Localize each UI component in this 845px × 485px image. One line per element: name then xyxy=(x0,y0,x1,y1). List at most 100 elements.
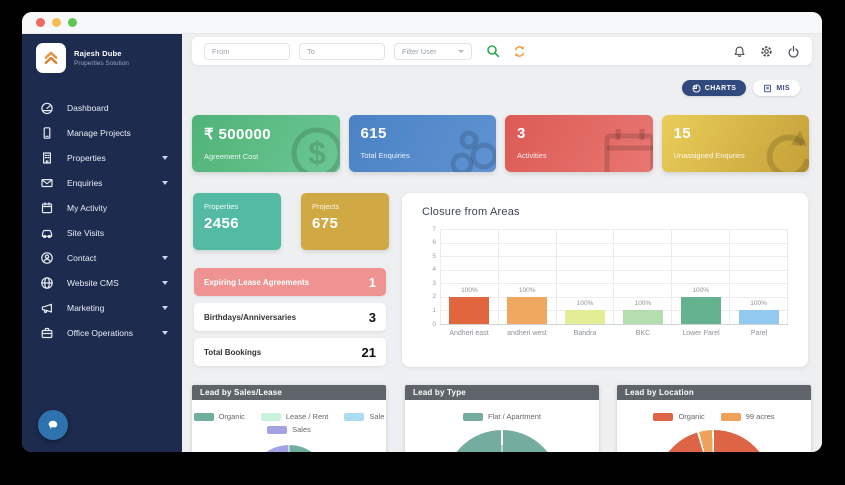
summary-count: 21 xyxy=(361,344,376,360)
mini-card-projects[interactable]: Projects 675 xyxy=(301,193,389,250)
window-titlebar xyxy=(22,12,822,34)
bar-value-label: 100% xyxy=(750,300,767,308)
brand: Rajesh Dube Properties Solution xyxy=(22,34,182,73)
charts-toggle-label: CHARTS xyxy=(704,84,737,92)
sidebar-item-dashboard[interactable]: Dashboard xyxy=(22,95,182,120)
x-axis-label: andheri west xyxy=(507,330,547,337)
x-axis-label: Lower Parel xyxy=(682,330,720,337)
legend-label: Lease / Rent xyxy=(285,412,329,421)
y-axis-tick: 6 xyxy=(432,239,436,247)
chart-column: 100% xyxy=(614,229,673,324)
window-control-dot[interactable] xyxy=(36,18,45,27)
search-button[interactable] xyxy=(486,44,500,58)
x-axis-label: Bandra xyxy=(573,330,597,337)
calendar-icon xyxy=(599,122,653,172)
legend-swatch xyxy=(463,412,484,421)
power-icon xyxy=(788,45,799,58)
summary-label: Total Bookings xyxy=(204,347,262,357)
legend-item: Sale xyxy=(344,412,384,421)
stat-card-agreement-cost[interactable]: ₹ 500000 Agreement Cost $ xyxy=(192,115,340,172)
chart-title: Closure from Areas xyxy=(422,206,520,218)
legend-item: 99 acres xyxy=(720,412,775,421)
panel-lead-by-location: Lead by Location Organic 99 acres xyxy=(617,385,811,452)
mini-cards-row: Properties 2456 Projects 675 xyxy=(193,193,389,250)
sidebar-item-enquiries[interactable]: Enquiries xyxy=(22,170,182,195)
legend-label: Flat / Apartment xyxy=(488,412,541,421)
sidebar: Rajesh Dube Properties Solution Dashboar… xyxy=(22,34,182,452)
chart-column: 100% xyxy=(672,229,731,324)
refresh-button[interactable] xyxy=(513,45,526,58)
bell-icon xyxy=(734,45,745,57)
globe-icon xyxy=(40,276,54,290)
to-input[interactable] xyxy=(299,42,385,60)
chart-column: 100% xyxy=(499,229,557,324)
stat-card-total-enquiries[interactable]: 615 Total Enquiries xyxy=(348,115,496,172)
y-axis-tick: 0 xyxy=(432,320,436,328)
stat-card-activities[interactable]: 3 Activities xyxy=(505,115,653,172)
legend-swatch xyxy=(720,412,741,421)
sidebar-item-website-cms[interactable]: Website CMS xyxy=(22,270,182,295)
sidebar-item-properties[interactable]: Properties xyxy=(22,145,182,170)
sidebar-item-marketing[interactable]: Marketing xyxy=(22,295,182,320)
from-input[interactable] xyxy=(204,42,290,60)
legend-item: Sales xyxy=(267,425,311,434)
window-control-dot[interactable] xyxy=(52,18,61,27)
filter-user-select[interactable]: Filter User xyxy=(394,42,472,60)
users-icon xyxy=(442,122,496,172)
stat-value: 615 xyxy=(360,125,387,142)
y-axis-tick: 7 xyxy=(432,225,436,233)
pie-chart-lead-by-sales-lease xyxy=(249,445,329,452)
stat-card-unassigned-enquries[interactable]: 15 Unassigned Enquries xyxy=(661,115,809,172)
mini-card-properties[interactable]: Properties 2456 xyxy=(193,193,281,250)
panel-lead-by-type: Lead by Type Flat / Apartment xyxy=(405,385,599,452)
notifications-button[interactable] xyxy=(733,45,746,58)
app-window: Rajesh Dube Properties Solution Dashboar… xyxy=(22,12,822,452)
legend-item: Organic xyxy=(193,412,245,421)
logout-button[interactable] xyxy=(787,45,800,58)
chat-button[interactable] xyxy=(38,410,68,440)
mini-card-label: Projects xyxy=(312,202,340,211)
legend-item: Lease / Rent xyxy=(260,412,329,421)
legend-label: Organic xyxy=(218,412,245,421)
brand-subtitle: Properties Solution xyxy=(74,60,129,67)
summary-row-total-bookings[interactable]: Total Bookings 21 xyxy=(194,338,386,366)
pie-legend: Organic 99 acres xyxy=(617,400,811,421)
sidebar-item-office-operations[interactable]: Office Operations xyxy=(22,320,182,345)
summary-list: Expiring Lease Agreements 1 Birthdays/Ann… xyxy=(194,268,386,373)
x-axis-label: BKC xyxy=(635,330,651,337)
sidebar-item-my-activity[interactable]: My Activity xyxy=(22,195,182,220)
legend-label: Organic xyxy=(678,412,705,421)
calendar-icon xyxy=(40,201,54,215)
y-axis-tick: 3 xyxy=(432,279,436,287)
topbar: Filter User xyxy=(192,37,812,65)
building-icon xyxy=(40,151,54,165)
sidebar-item-contact[interactable]: Contact xyxy=(22,245,182,270)
dollar-icon: $ xyxy=(286,122,340,172)
charts-toggle-button[interactable]: CHARTS xyxy=(681,80,747,96)
legend-swatch xyxy=(267,425,288,434)
dashboard-icon xyxy=(40,101,54,115)
mis-toggle-button[interactable]: MIS xyxy=(753,80,800,96)
summary-row-expiring-lease-agreements[interactable]: Expiring Lease Agreements 1 xyxy=(194,268,386,296)
sidebar-item-label: Properties xyxy=(67,152,106,163)
settings-button[interactable] xyxy=(760,45,773,58)
sidebar-item-label: Manage Projects xyxy=(67,127,131,138)
legend-swatch xyxy=(344,412,365,421)
legend-label: Sales xyxy=(292,425,311,434)
sidebar-item-site-visits[interactable]: Site Visits xyxy=(22,220,182,245)
chart-column: 100% xyxy=(440,229,499,324)
sidebar-item-label: Dashboard xyxy=(67,102,109,113)
bar-lower-parel xyxy=(680,296,721,324)
panel-title: Lead by Sales/Lease xyxy=(192,385,386,400)
summary-count: 3 xyxy=(368,309,376,325)
summary-row-birthdays-anniversaries[interactable]: Birthdays/Anniversaries 3 xyxy=(194,303,386,331)
stat-label: Total Enquiries xyxy=(360,151,410,160)
sidebar-menu: Dashboard Manage Projects Properties Enq… xyxy=(22,95,182,345)
sidebar-item-manage-projects[interactable]: Manage Projects xyxy=(22,120,182,145)
y-axis-tick: 4 xyxy=(432,266,436,274)
x-axis-label: Parel xyxy=(750,330,768,337)
window-control-dot[interactable] xyxy=(68,18,77,27)
y-axis-tick: 1 xyxy=(432,306,436,314)
sidebar-item-label: My Activity xyxy=(67,202,108,213)
